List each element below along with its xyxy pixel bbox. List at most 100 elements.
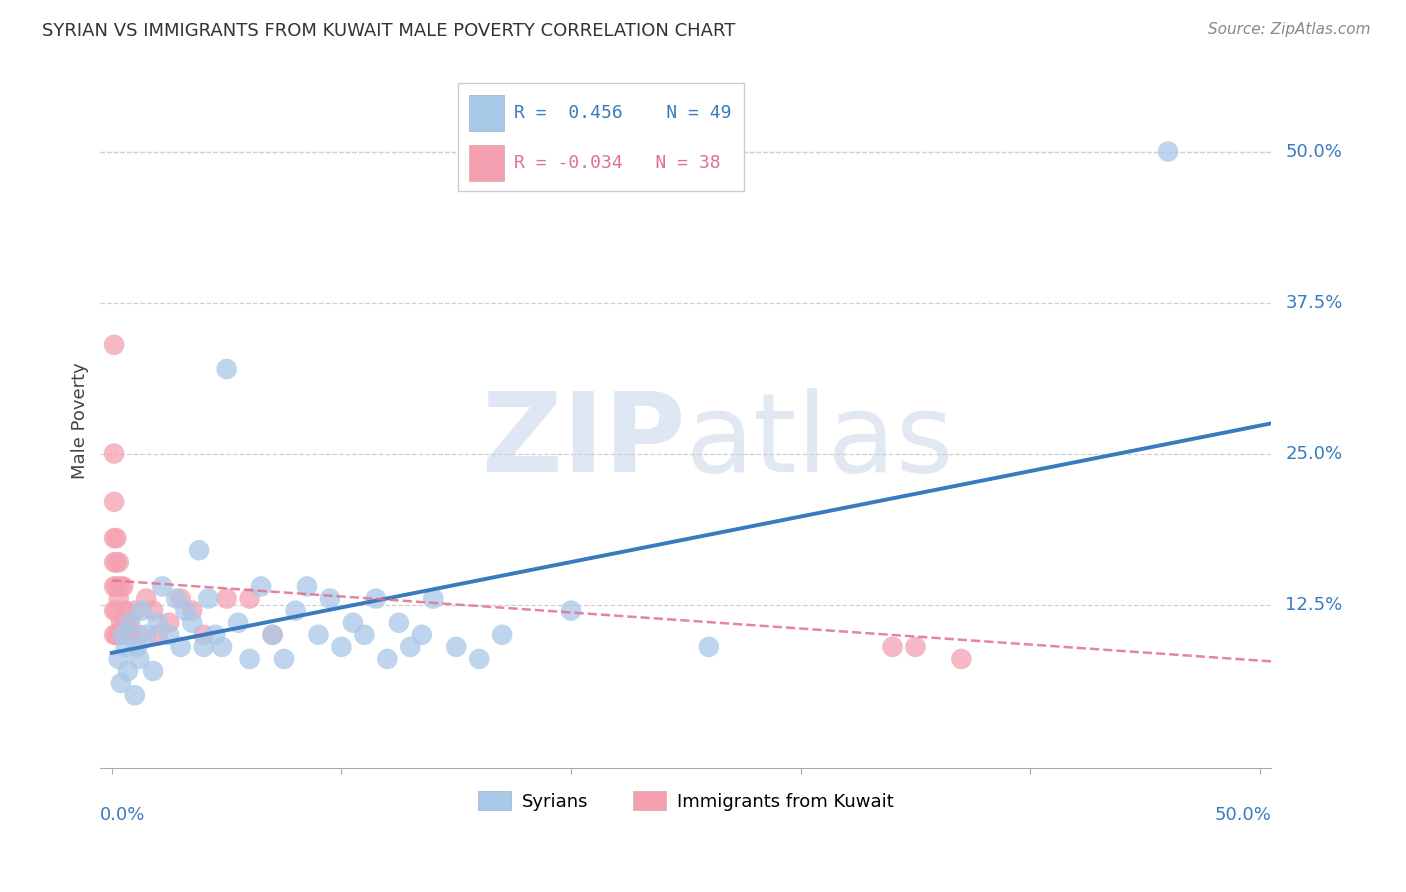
- Point: [107, 591, 129, 606]
- Point: [904, 640, 927, 654]
- Point: [170, 640, 193, 654]
- Point: [262, 628, 284, 642]
- Text: 25.0%: 25.0%: [1285, 444, 1343, 463]
- Point: [105, 628, 128, 642]
- Point: [124, 604, 146, 618]
- Point: [103, 531, 125, 545]
- Point: [193, 628, 215, 642]
- Point: [117, 615, 139, 630]
- Point: [399, 640, 422, 654]
- Point: [120, 615, 142, 630]
- Point: [181, 615, 204, 630]
- Point: [388, 615, 411, 630]
- Point: [215, 591, 238, 606]
- Text: 0.0%: 0.0%: [100, 805, 146, 824]
- Point: [103, 495, 125, 509]
- Point: [114, 604, 136, 618]
- Point: [127, 640, 149, 654]
- Point: [105, 555, 128, 569]
- Point: [112, 615, 135, 630]
- Text: SYRIAN VS IMMIGRANTS FROM KUWAIT MALE POVERTY CORRELATION CHART: SYRIAN VS IMMIGRANTS FROM KUWAIT MALE PO…: [42, 22, 735, 40]
- Text: ZIP: ZIP: [482, 388, 686, 495]
- Point: [103, 579, 125, 593]
- Point: [114, 640, 136, 654]
- Point: [411, 628, 433, 642]
- Y-axis label: Male Poverty: Male Poverty: [72, 362, 89, 479]
- Point: [226, 615, 249, 630]
- Point: [215, 362, 238, 376]
- Point: [150, 579, 173, 593]
- Point: [112, 579, 135, 593]
- Point: [308, 628, 330, 642]
- Point: [105, 531, 128, 545]
- Point: [124, 688, 146, 702]
- Point: [103, 446, 125, 460]
- Point: [110, 579, 132, 593]
- Point: [188, 543, 211, 558]
- Text: 12.5%: 12.5%: [1285, 596, 1343, 614]
- Point: [353, 628, 375, 642]
- Point: [112, 628, 135, 642]
- Point: [146, 615, 169, 630]
- Point: [239, 652, 262, 666]
- Point: [468, 652, 491, 666]
- Point: [211, 640, 233, 654]
- Point: [110, 615, 132, 630]
- Point: [262, 628, 284, 642]
- Point: [105, 579, 128, 593]
- Point: [174, 604, 197, 618]
- Point: [342, 615, 364, 630]
- Point: [142, 664, 165, 678]
- Point: [103, 628, 125, 642]
- Point: [107, 555, 129, 569]
- Point: [117, 664, 139, 678]
- Point: [157, 628, 180, 642]
- Point: [170, 591, 193, 606]
- Point: [882, 640, 904, 654]
- Point: [330, 640, 353, 654]
- Point: [295, 579, 318, 593]
- FancyBboxPatch shape: [470, 95, 505, 130]
- Point: [142, 604, 165, 618]
- Point: [103, 338, 125, 352]
- Point: [135, 591, 157, 606]
- Point: [273, 652, 295, 666]
- Point: [491, 628, 513, 642]
- Point: [697, 640, 720, 654]
- Legend: Syrians, Immigrants from Kuwait: Syrians, Immigrants from Kuwait: [471, 784, 901, 818]
- Text: R =  0.456    N = 49: R = 0.456 N = 49: [513, 103, 731, 121]
- FancyBboxPatch shape: [470, 145, 505, 181]
- Point: [193, 640, 215, 654]
- Point: [364, 591, 387, 606]
- Text: 50.0%: 50.0%: [1285, 143, 1343, 161]
- Text: atlas: atlas: [686, 388, 955, 495]
- Point: [204, 628, 226, 642]
- Point: [950, 652, 973, 666]
- Text: R = -0.034   N = 38: R = -0.034 N = 38: [513, 154, 720, 172]
- Point: [181, 604, 204, 618]
- Point: [103, 555, 125, 569]
- Point: [250, 579, 273, 593]
- Point: [1157, 145, 1180, 159]
- Point: [131, 604, 153, 618]
- Text: 37.5%: 37.5%: [1285, 293, 1343, 311]
- Point: [128, 652, 150, 666]
- Point: [165, 591, 187, 606]
- Text: 50.0%: 50.0%: [1215, 805, 1271, 824]
- FancyBboxPatch shape: [457, 83, 744, 191]
- Point: [107, 628, 129, 642]
- Point: [105, 604, 128, 618]
- Point: [422, 591, 444, 606]
- Point: [107, 652, 129, 666]
- Point: [197, 591, 219, 606]
- Point: [444, 640, 467, 654]
- Point: [103, 604, 125, 618]
- Point: [146, 628, 169, 642]
- Point: [377, 652, 399, 666]
- Point: [110, 676, 132, 690]
- Point: [560, 604, 582, 618]
- Point: [120, 628, 142, 642]
- Point: [239, 591, 262, 606]
- Point: [157, 615, 180, 630]
- Point: [319, 591, 342, 606]
